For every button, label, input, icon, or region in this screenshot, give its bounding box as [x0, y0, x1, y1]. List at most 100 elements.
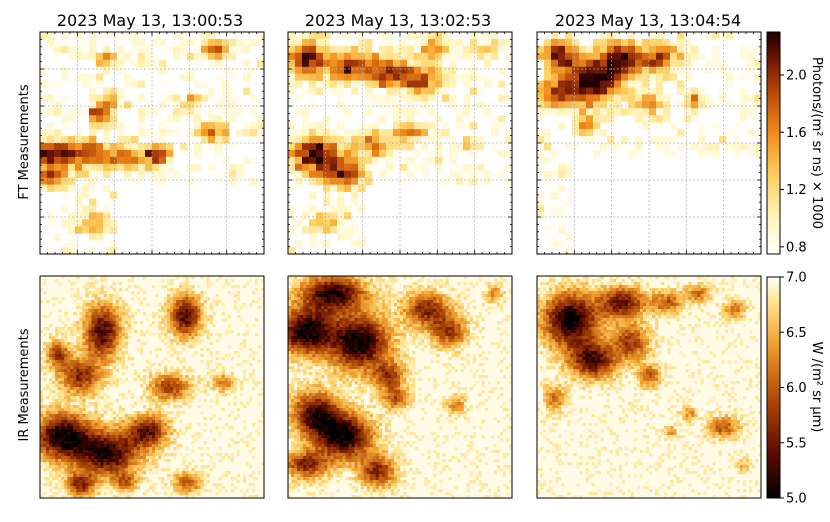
ir-pixel: [203, 312, 207, 316]
ft-pixel: [593, 149, 601, 158]
ft-pixel: [600, 87, 608, 95]
ir-pixel: [43, 378, 47, 382]
ir-pixel: [61, 297, 65, 301]
ir-pixel: [112, 474, 116, 478]
ir-pixel: [148, 402, 153, 406]
ir-pixel: [40, 330, 44, 334]
ir-pixel: [40, 390, 44, 394]
ft-pixel: [421, 80, 429, 88]
ft-pixel: [449, 80, 457, 88]
ir-pixel: [100, 369, 104, 373]
ir-pixel: [224, 375, 228, 379]
ir-pixel: [76, 429, 80, 433]
ft-pixel: [337, 143, 345, 151]
ft-pixel: [565, 59, 573, 68]
ir-pixel: [167, 282, 171, 286]
ir-pixel: [176, 480, 180, 484]
ir-pixel: [55, 477, 59, 481]
ir-pixel: [97, 402, 101, 406]
ir-pixel: [106, 450, 110, 454]
ir-pixel: [115, 354, 120, 358]
ir-pixel: [185, 303, 189, 307]
ir-pixel: [49, 438, 53, 442]
ir-pixel: [100, 339, 104, 343]
ir-pixel: [76, 411, 80, 415]
ft-pixel: [351, 170, 359, 179]
ir-pixel: [152, 432, 156, 436]
ft-pixel: [103, 52, 111, 61]
ir-pixel: [97, 396, 101, 400]
ir-pixel: [260, 393, 265, 397]
ir-pixel: [212, 300, 216, 304]
ft-pixel: [180, 143, 188, 151]
ft-pixel: [393, 129, 401, 137]
ir-pixel: [152, 378, 156, 382]
ir-pixel: [109, 300, 113, 304]
ir-pixel: [124, 366, 129, 370]
ft-pixel: [145, 149, 153, 158]
ft-pixel: [288, 205, 296, 213]
ir-pixel: [58, 447, 62, 451]
ir-pixel: [52, 375, 56, 379]
ir-pixel: [203, 441, 207, 445]
ft-pixel: [316, 219, 324, 227]
ir-pixel: [118, 336, 123, 340]
ir-pixel: [118, 417, 123, 421]
ir-pixel: [133, 378, 138, 382]
ft-pixel: [61, 122, 69, 130]
ir-pixel: [176, 321, 180, 325]
ir-pixel: [182, 348, 186, 352]
ir-pixel: [136, 471, 141, 475]
ir-pixel: [176, 393, 180, 397]
ft-pixel: [351, 240, 359, 248]
ir-pixel: [294, 300, 298, 304]
ir-pixel: [176, 300, 180, 304]
ft-pixel: [187, 108, 195, 116]
ir-pixel: [88, 453, 92, 457]
ft-pixel: [302, 32, 310, 40]
ir-pixel: [291, 330, 295, 334]
ft-pixel: [393, 94, 401, 102]
ft-pixel: [456, 45, 464, 54]
ir-pixel: [136, 462, 141, 466]
ir-pixel: [167, 375, 171, 379]
ft-pixel: [243, 66, 251, 75]
ir-pixel: [291, 360, 295, 364]
ft-pixel: [302, 143, 310, 151]
ir-pixel: [100, 375, 104, 379]
ir-pixel: [109, 447, 113, 451]
ir-pixel: [67, 483, 71, 487]
ir-pixel: [136, 372, 141, 376]
ft-pixel: [537, 101, 545, 109]
ft-pixel: [614, 143, 622, 151]
ft-pixel: [621, 108, 629, 116]
ir-pixel: [52, 495, 56, 499]
ir-pixel: [224, 471, 228, 475]
ir-pixel: [64, 411, 68, 415]
ir-pixel: [88, 318, 92, 322]
ir-pixel: [167, 351, 171, 355]
ir-pixel: [288, 336, 292, 340]
ir-pixel: [61, 351, 65, 355]
ir-pixel: [215, 372, 219, 376]
ft-pixel: [579, 80, 587, 88]
ft-pixel: [344, 226, 352, 234]
ft-pixel: [614, 94, 622, 102]
ir-pixel: [291, 354, 295, 358]
ft-pixel: [386, 129, 394, 137]
ir-pixel: [52, 468, 56, 472]
ft-pixel: [358, 129, 366, 137]
ir-pixel: [106, 366, 110, 370]
ir-pixel: [61, 480, 65, 484]
ir-pixel: [94, 282, 98, 286]
ir-pixel: [76, 339, 80, 343]
ir-pixel: [130, 363, 135, 367]
ir-pixel: [67, 435, 71, 439]
ft-pixel: [173, 32, 181, 40]
ft-pixel: [215, 45, 223, 54]
ft-pixel: [75, 32, 83, 40]
ir-pixel: [73, 492, 77, 496]
ir-pixel: [52, 384, 56, 388]
ir-pixel: [188, 480, 192, 484]
ir-pixel: [167, 327, 171, 331]
